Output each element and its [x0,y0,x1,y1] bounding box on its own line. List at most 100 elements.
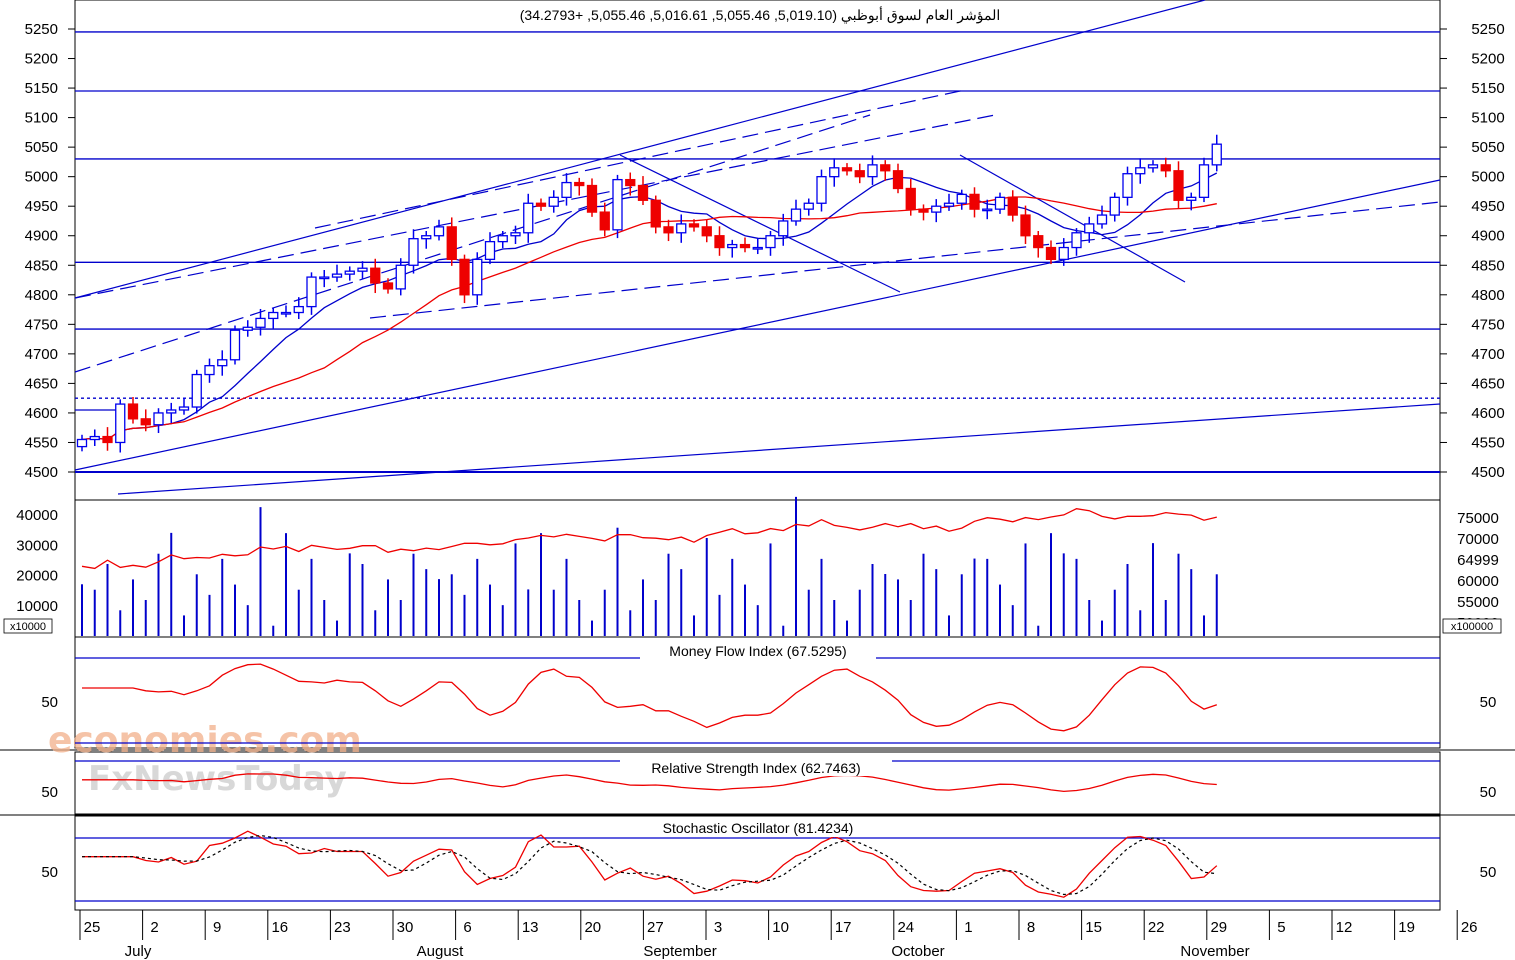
panel-frames [74,0,1441,911]
price-tick-left-5: 5000 [25,169,58,186]
candle-body-63 [880,164,891,172]
trendline-0 [74,0,1206,299]
stoch-tick-left: 50 [41,864,58,881]
candle-body-37 [548,196,559,207]
candle-body-14 [255,317,266,328]
x-day-label-12: 17 [835,919,852,936]
price-horizontal-levels [75,31,1440,473]
candle-body-31 [472,258,483,296]
x-day-label-13: 24 [897,919,914,936]
candle-body-57 [803,202,814,210]
candle-body-52 [739,243,751,249]
candle-body-17 [293,305,304,314]
candle-body-43 [625,178,636,187]
candle-body-9 [191,373,202,408]
x-day-label-0: 25 [84,919,101,936]
candle-body-65 [905,187,916,210]
mfi-label-bg [640,642,876,659]
price-tick-left-12: 4650 [25,375,58,392]
volume-bars [81,496,1218,636]
candle-body-69 [956,193,967,204]
candle-body-28 [433,226,445,237]
candlesticks [76,134,1222,453]
price-tick-right-11: 4700 [1471,346,1504,363]
price-tick-left-8: 4850 [25,257,58,274]
mfi-tick-left: 50 [41,694,58,711]
candle-body-67 [931,205,942,213]
candle-body-16 [280,311,292,315]
candle-body-33 [497,235,508,243]
candle-body-42 [612,178,623,231]
volume-tick-right-4: 55000 [1457,594,1499,611]
volume-tick-right-1: 70000 [1457,531,1499,548]
x-day-label-19: 5 [1277,919,1285,936]
x-axis: 25 2 9 16 23 30 6 13 20 27 3 10 17 24 1 8 15 22 29 5 12 19 26J… [79,910,1478,960]
candle-body-3 [115,403,126,444]
price-tick-left-14: 4550 [25,434,58,451]
vol-mult-right: x100000 [1451,621,1493,633]
candle-body-61 [854,170,865,178]
x-day-label-15: 8 [1027,919,1035,936]
stoch-label: Stochastic Oscillator (81.4234) [663,820,854,836]
candle-body-60 [841,167,853,172]
candle-body-70 [969,193,980,210]
price-tick-left-11: 4700 [25,346,58,363]
price-tick-left-1: 5200 [25,51,58,68]
stoch-panel-frame [74,815,1441,911]
candle-body-71 [982,208,993,212]
rsi-panel-frame [74,751,1441,815]
x-day-label-16: 15 [1085,919,1102,936]
x-month-label-0: July [125,943,152,960]
stoch-tick-right: 50 [1480,864,1497,881]
candle-body-0 [76,438,88,448]
price-tick-right-12: 4650 [1471,375,1504,392]
x-day-label-6: 6 [463,919,471,936]
candle-body-53 [752,246,763,250]
candle-body-86 [1173,170,1184,201]
price-tick-right-0: 5250 [1471,21,1504,38]
candle-body-30 [459,258,470,296]
candle-body-32 [484,240,496,261]
candle-body-8 [178,406,190,411]
candle-body-34 [510,232,521,237]
price-tick-right-14: 4550 [1471,434,1504,451]
price-tick-right-7: 4900 [1471,228,1504,245]
price-tick-left-3: 5100 [25,110,58,127]
candle-body-5 [140,418,151,426]
volume-tick-left-3: 10000 [16,598,58,615]
candle-body-54 [765,235,776,249]
price-tick-right-2: 5150 [1471,80,1504,97]
price-axis-ticks: 5250 5250 5200 5200 5150 5150 5100 5100 5050 5050… [25,21,1505,481]
trendline-4 [74,179,1441,471]
x-day-label-3: 16 [271,919,288,936]
price-tick-right-15: 4500 [1471,464,1504,481]
candle-body-4 [127,403,139,420]
x-day-label-14: 1 [964,919,972,936]
candle-body-45 [650,199,661,228]
x-day-label-18: 29 [1210,919,1227,936]
trendline-8 [959,154,1186,283]
price-tick-right-6: 4950 [1471,198,1504,215]
candle-body-77 [1058,246,1069,261]
candle-body-10 [204,365,215,376]
x-day-label-8: 20 [584,919,601,936]
price-tick-left-0: 5250 [25,21,58,38]
volume-tick-right-0: 75000 [1457,510,1499,527]
candle-body-40 [586,184,598,213]
candle-body-89 [1211,143,1222,166]
price-tick-right-10: 4750 [1471,316,1504,333]
stoch-label-bg [630,820,884,837]
price-tick-left-6: 4950 [25,198,58,215]
candle-body-83 [1135,167,1146,175]
trendline-6 [369,201,1441,319]
x-month-label-4: November [1180,943,1249,960]
candle-body-41 [599,211,610,231]
candle-body-64 [892,170,904,190]
x-day-label-22: 26 [1461,919,1478,936]
candle-body-27 [421,235,432,240]
ma-slow-line [81,196,1217,441]
rsi-label: Relative Strength Index (62.7463) [651,760,860,776]
mfi-tick-right: 50 [1480,694,1497,711]
candle-body-35 [523,202,534,234]
